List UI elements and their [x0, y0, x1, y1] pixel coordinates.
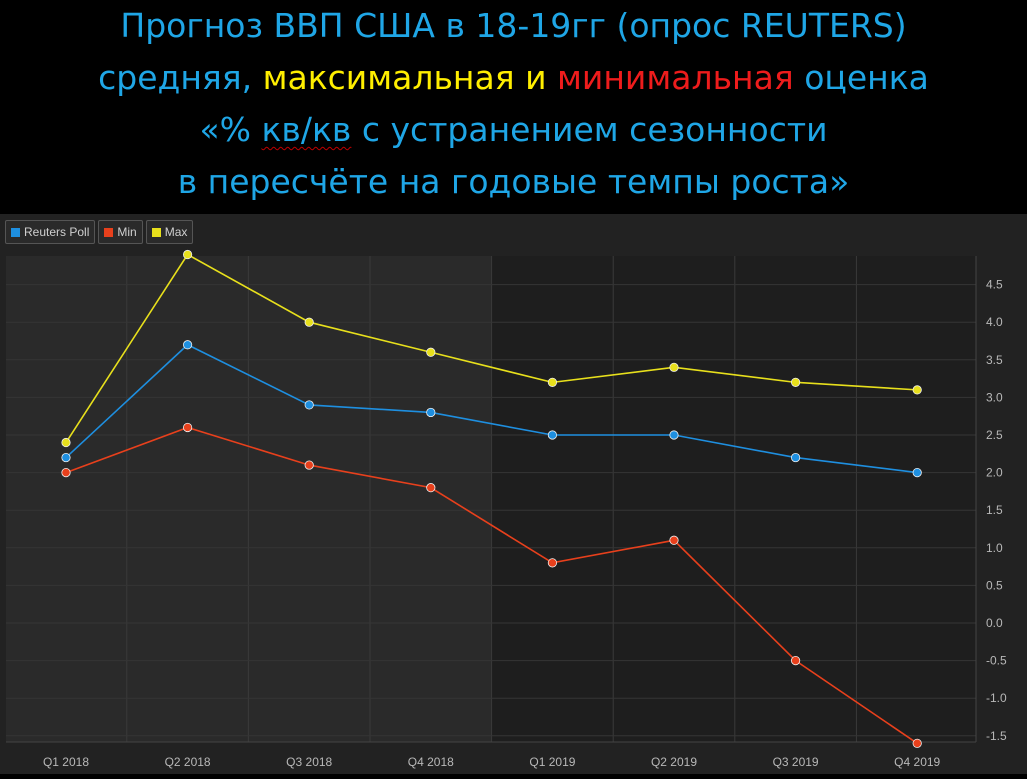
title-block: Прогноз ВВП США в 18-19гг (опрос REUTERS… [0, 0, 1027, 210]
data-point-reuters-poll [669, 430, 679, 440]
title-line-3: «% кв/кв с устранением сезонности [0, 104, 1027, 156]
title-word-estimate: оценка [804, 58, 929, 97]
y-tick-label: 1.5 [986, 503, 1003, 517]
x-tick-label: Q3 2019 [773, 755, 819, 769]
legend-item-max[interactable]: Max [145, 220, 194, 244]
legend-item-min[interactable]: Min [98, 220, 143, 244]
data-point-min [669, 535, 679, 545]
y-tick-label: 2.5 [986, 428, 1003, 442]
y-tick-label: 4.0 [986, 315, 1003, 329]
title-percent: «% [199, 110, 251, 149]
data-point-reuters-poll [790, 452, 801, 463]
data-point-min [183, 422, 193, 433]
title-seasonal: с устранением сезонности [361, 110, 828, 149]
data-point-min [304, 460, 314, 470]
title-word-and: и [525, 58, 547, 97]
x-tick-label: Q4 2018 [408, 755, 454, 769]
x-tick-label: Q4 2019 [894, 755, 940, 769]
title-word-average: средняя, [98, 58, 253, 97]
series-line-max [65, 253, 918, 443]
legend-swatch-min [104, 227, 114, 237]
y-tick-label: 0.5 [986, 578, 1003, 592]
data-point-min [547, 558, 558, 568]
data-point-reuters-poll [183, 340, 193, 350]
data-point-min [426, 483, 436, 493]
title-word-minimum: минимальная [557, 58, 794, 97]
y-tick-label: 3.5 [986, 353, 1003, 367]
y-tick-label: -0.5 [986, 654, 1007, 668]
data-point-max [669, 362, 679, 372]
data-point-max [547, 377, 558, 387]
legend-swatch-max [151, 227, 161, 237]
x-tick-label: Q1 2018 [43, 755, 89, 769]
legend-label-max: Max [164, 225, 188, 239]
data-point-max [61, 437, 71, 448]
chart-legend: Reuters Poll Min Max [5, 220, 194, 244]
x-tick-label: Q3 2018 [286, 755, 332, 769]
data-point-max [790, 377, 801, 387]
data-point-reuters-poll [61, 452, 71, 463]
data-point-reuters-poll [547, 430, 558, 440]
y-tick-label: 4.5 [986, 278, 1003, 292]
data-point-max [912, 385, 922, 395]
line-chart: 4.5 4.0 3.5 3.0 2.5 2.0 1.5 1.0 0.5 0.0 -0.5 -1.0 -1… [6, 249, 1007, 769]
title-line-2: средняя, максимальная и минимальная оцен… [0, 52, 1027, 104]
x-tick-label: Q1 2019 [529, 755, 575, 769]
data-point-reuters-poll [912, 468, 922, 478]
x-tick-label: Q2 2019 [651, 755, 697, 769]
title-qoq: кв/кв [261, 110, 352, 149]
data-point-max [304, 317, 314, 327]
chart-panel: Reuters Poll Min Max 4.5 4.0 3.5 3.0 2.5 2.0 1… [0, 214, 1027, 774]
data-point-reuters-poll [426, 407, 436, 418]
legend-item-reuters-poll[interactable]: Reuters Poll [5, 220, 96, 244]
data-point-min [912, 738, 922, 748]
series-line-reuters-poll [65, 343, 918, 474]
x-tick-label: Q2 2018 [165, 755, 211, 769]
legend-swatch-reuters-poll [11, 227, 20, 237]
y-tick-label: 3.0 [986, 390, 1003, 404]
legend-label-reuters-poll: Reuters Poll [24, 225, 90, 239]
title-line-1: Прогноз ВВП США в 18-19гг (опрос REUTERS… [120, 6, 907, 45]
data-point-reuters-poll [304, 400, 314, 410]
y-tick-label: -1.0 [986, 691, 1007, 705]
legend-label-min: Min [117, 225, 137, 239]
data-point-min [61, 468, 71, 478]
data-point-max [183, 249, 193, 260]
band-2019 [491, 256, 976, 742]
y-tick-label: 2.0 [986, 466, 1003, 480]
title-word-maximum: максимальная [262, 58, 515, 97]
y-tick-label: 1.0 [986, 541, 1003, 555]
y-tick-label: 0.0 [986, 616, 1003, 630]
series-line-min [65, 426, 918, 744]
y-tick-label: -1.5 [986, 729, 1007, 743]
data-point-min [790, 655, 801, 666]
data-point-max [426, 347, 436, 357]
title-line-4: в пересчёте на годовые темпы роста» [177, 162, 850, 201]
